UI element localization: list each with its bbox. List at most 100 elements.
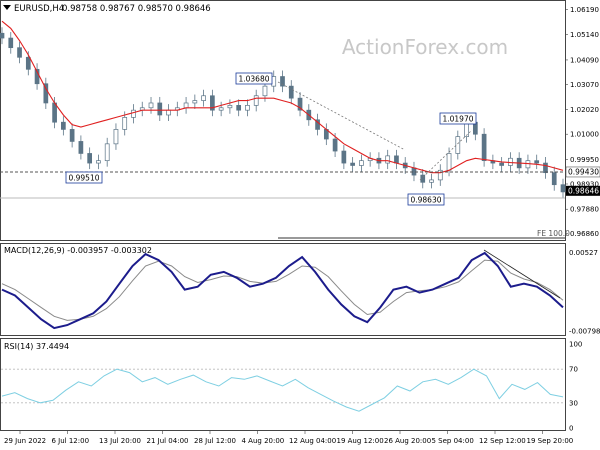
candle-body: [227, 105, 233, 109]
candle-body: [236, 105, 242, 111]
candle-body: [560, 184, 566, 193]
candle-body: [78, 141, 84, 154]
svg-text:1.03680: 1.03680: [238, 75, 269, 84]
rsi-tick-label: 70: [569, 366, 578, 374]
symbol-dropdown-icon[interactable]: [3, 5, 11, 10]
candle-body: [385, 155, 391, 164]
price-tick-label: 1.02020: [570, 106, 599, 114]
candle-body: [17, 47, 22, 58]
candle-body: [0, 32, 5, 39]
svg-text:0.98646: 0.98646: [568, 186, 599, 195]
macd-trendline: [483, 249, 561, 299]
rsi-panel-frame: [0, 338, 566, 431]
candle-body: [218, 107, 224, 111]
candle-body: [359, 160, 364, 166]
candle-body: [262, 85, 268, 97]
candle-body: [166, 109, 171, 116]
candle-body: [148, 102, 154, 109]
svg-text:1.01970: 1.01970: [442, 115, 473, 124]
candle-body: [429, 179, 434, 183]
rsi-tick-label: 0: [569, 425, 573, 433]
trendline-1: [277, 81, 406, 151]
x-tick-label: 12 Sep 12:00: [479, 437, 526, 445]
x-tick-label: 28 Jul 12:00: [194, 437, 236, 445]
candle-body: [332, 138, 338, 152]
price-tick-label: 1.03070: [570, 81, 599, 89]
x-tick-label: 19 Sep 20:00: [527, 437, 574, 445]
candle-body: [52, 102, 57, 123]
x-tick-label: 6 Jul 12:00: [52, 437, 90, 445]
candle-body: [499, 162, 504, 166]
candle-body: [350, 162, 355, 166]
candle-body: [96, 160, 101, 164]
price-tick-label: 0.98930: [570, 180, 599, 188]
price-tick-label: 1.06190: [570, 6, 599, 14]
annotation-0.99510: 0.99510: [65, 171, 103, 184]
x-tick-label: 21 Jul 04:00: [147, 437, 189, 445]
candle-body: [25, 56, 31, 70]
last-price-tag: 0.98646: [566, 185, 600, 196]
candle-body: [131, 109, 136, 118]
candle-body: [437, 169, 443, 181]
price-tick-label: 0.96860: [570, 230, 599, 238]
rsi-axis-ticks: 100 70 30 0: [1, 341, 582, 433]
candle-body: [446, 153, 452, 171]
price-tick-label: 0.97880: [570, 206, 599, 214]
x-tick-label: 19 Aug 12:00: [337, 437, 384, 445]
price-axis-ticks: 1.06190 1.05140 1.04090 1.03070 1.02020 1.010…: [565, 6, 599, 238]
candle-body: [192, 100, 198, 104]
candle-body: [420, 174, 426, 183]
rsi-tick-label: 30: [569, 399, 578, 407]
candle-body: [245, 105, 250, 111]
annotation-1.01970: 1.01970: [439, 112, 477, 125]
candle-body: [543, 162, 548, 174]
macd-tick-label: -0.007984: [569, 327, 600, 335]
candle-body: [297, 97, 303, 111]
price-tick-label: 1.04090: [570, 56, 599, 64]
x-tick-label: 29 Jun 2022: [4, 437, 46, 445]
symbol-label: EURUSD,H4: [14, 4, 64, 14]
candle-body: [253, 95, 259, 106]
moving-average-line: [1, 20, 564, 174]
x-tick-label: 4 Aug 20:00: [242, 437, 285, 445]
x-tick-label: 13 Jul 20:00: [99, 437, 141, 445]
annotation-1.03680: 1.03680: [235, 72, 273, 85]
x-tick-label: 12 Aug 04:00: [289, 437, 336, 445]
candle-body: [61, 121, 66, 130]
price-panel-frame: [0, 0, 566, 241]
candle-body: [508, 157, 513, 166]
price-tick-label: 0.99950: [570, 156, 599, 164]
rsi-line: [1, 368, 564, 412]
fe-label: FE 100.0: [537, 229, 570, 238]
candle-body: [157, 102, 163, 116]
candle-body: [455, 136, 461, 154]
macd-signal-line: [1, 259, 564, 321]
trendline-2: [419, 129, 473, 181]
candle-body: [534, 160, 540, 164]
candle-body: [104, 143, 110, 162]
candle-body: [315, 119, 320, 130]
svg-text:0.99430: 0.99430: [568, 167, 599, 176]
candle-body: [122, 117, 128, 130]
rsi-title: RSI(14) 37.4494: [4, 342, 69, 351]
svg-text:0.98630: 0.98630: [410, 196, 441, 205]
macd-main-line: [1, 251, 564, 330]
level-tag-0.99430: 0.99430: [565, 166, 600, 178]
candle-body: [525, 160, 531, 169]
candle-body: [481, 133, 487, 162]
candle-body: [113, 129, 119, 145]
candle-body: [551, 172, 557, 186]
candle-body: [87, 153, 93, 164]
candle-body: [69, 129, 75, 142]
price-tick-label: 1.01000: [570, 131, 599, 139]
x-tick-label: 26 Aug 20:00: [384, 437, 431, 445]
candle-body: [280, 76, 285, 87]
price-tick-label: 1.05140: [570, 31, 599, 39]
candle-body: [201, 95, 206, 101]
candle-body: [341, 150, 347, 164]
candle-body: [394, 155, 399, 164]
annotation-0.98630: 0.98630: [407, 193, 445, 206]
macd-tick-label: 0.00527: [569, 249, 598, 257]
macd-title: MACD(12,26,9) -0.003957 -0.003302: [4, 246, 152, 255]
